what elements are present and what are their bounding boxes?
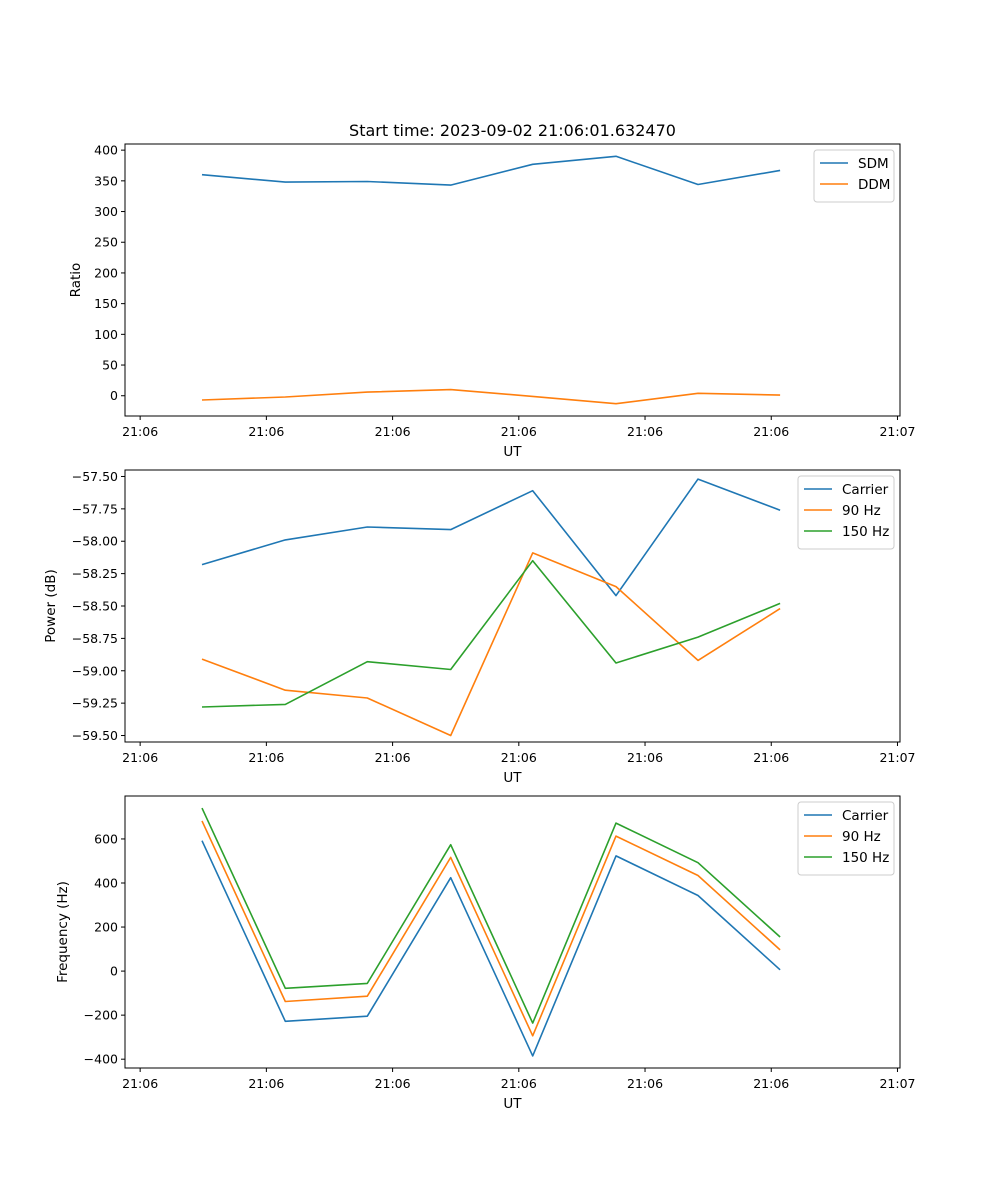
- y-tick-label: 0: [110, 388, 118, 403]
- legend-entry: 90 Hz: [842, 503, 881, 519]
- y-tick-label: 200: [94, 920, 118, 935]
- x-tick-label: 21:06: [375, 750, 411, 765]
- y-tick-label: −59.25: [72, 696, 118, 711]
- legend: Carrier 90 Hz 150 Hz: [797, 801, 895, 876]
- x-tick-label: 21:06: [122, 424, 158, 439]
- x-axis-label: UT: [503, 1096, 522, 1112]
- chart-title: Start time: 2023-09-02 21:06:01.632470: [349, 121, 676, 140]
- y-tick-label: 400: [94, 143, 118, 158]
- x-tick-label: 21:06: [122, 750, 158, 765]
- y-tick-label: 150: [94, 296, 118, 311]
- series-line-ddm: [201, 388, 781, 405]
- x-tick-label: 21:06: [248, 1076, 284, 1091]
- y-tick-label: 400: [94, 875, 118, 890]
- x-tick-label: 21:06: [122, 1076, 158, 1091]
- y-axis-label: Ratio: [68, 263, 84, 298]
- x-tick-label: 21:06: [501, 1076, 537, 1091]
- legend-entry: SDM: [858, 156, 889, 172]
- subplot-2: 21:06 21:06 21:06 21:06 21:06 21:06 21:07 UT −59…: [43, 469, 915, 786]
- y-tick-label: 250: [94, 235, 118, 250]
- x-tick-label: 21:06: [501, 750, 537, 765]
- y-tick-label: −59.00: [72, 663, 118, 678]
- y-tick-label: 0: [110, 964, 118, 979]
- axes-frame: [124, 795, 901, 1069]
- series-line-150-hz: [201, 807, 781, 1024]
- legend: Carrier 90 Hz 150 Hz: [797, 475, 895, 550]
- legend-entry: 90 Hz: [842, 829, 881, 845]
- y-tick-label: −400: [84, 1052, 118, 1067]
- legend-entry: 150 Hz: [842, 524, 889, 540]
- series-line-carrier: [201, 478, 781, 597]
- y-tick-label: 50: [102, 358, 118, 373]
- x-tick-label: 21:07: [879, 1076, 915, 1091]
- subplot-3: 21:06 21:06 21:06 21:06 21:06 21:06 21:07 UT −40…: [55, 795, 915, 1112]
- y-tick-label: 200: [94, 265, 118, 280]
- x-tick-label: 21:06: [753, 1076, 789, 1091]
- x-tick-label: 21:06: [627, 424, 663, 439]
- y-tick-label: −200: [84, 1008, 118, 1023]
- y-tick-label: −57.50: [72, 469, 118, 484]
- x-tick-label: 21:06: [753, 750, 789, 765]
- y-tick-label: −59.50: [72, 728, 118, 743]
- series-line-carrier: [201, 840, 781, 1057]
- y-axis-label: Frequency (Hz): [55, 881, 71, 983]
- subplot-1: Start time: 2023-09-02 21:06:01.632470 21…: [68, 121, 915, 460]
- legend: SDM DDM: [813, 149, 895, 203]
- x-tick-label: 21:07: [879, 424, 915, 439]
- y-tick-label: −58.00: [72, 534, 118, 549]
- y-tick-label: 600: [94, 831, 118, 846]
- y-tick-label: −57.75: [72, 501, 118, 516]
- series-line-sdm: [201, 155, 781, 186]
- x-tick-label: 21:06: [375, 424, 411, 439]
- x-tick-label: 21:06: [501, 424, 537, 439]
- y-tick-label: −58.25: [72, 566, 118, 581]
- legend-entry: DDM: [858, 177, 890, 193]
- axes-frame: [124, 143, 901, 417]
- x-tick-label: 21:06: [375, 1076, 411, 1091]
- y-axis-label: Power (dB): [43, 569, 59, 642]
- legend-entry: Carrier: [842, 482, 889, 498]
- series-line-150-hz: [201, 559, 781, 708]
- x-tick-label: 21:06: [248, 750, 284, 765]
- legend-entry: Carrier: [842, 808, 889, 824]
- x-tick-label: 21:06: [627, 1076, 663, 1091]
- legend-entry: 150 Hz: [842, 850, 889, 866]
- x-axis-label: UT: [503, 444, 522, 460]
- x-axis-label: UT: [503, 770, 522, 786]
- x-tick-label: 21:07: [879, 750, 915, 765]
- series-line-90-hz: [201, 820, 781, 1037]
- x-tick-label: 21:06: [753, 424, 789, 439]
- y-tick-label: 300: [94, 204, 118, 219]
- y-tick-label: −58.75: [72, 631, 118, 646]
- x-tick-label: 21:06: [248, 424, 284, 439]
- y-tick-label: −58.50: [72, 599, 118, 614]
- series-line-90-hz: [201, 552, 781, 737]
- x-tick-label: 21:06: [627, 750, 663, 765]
- y-tick-label: 100: [94, 327, 118, 342]
- y-tick-label: 350: [94, 173, 118, 188]
